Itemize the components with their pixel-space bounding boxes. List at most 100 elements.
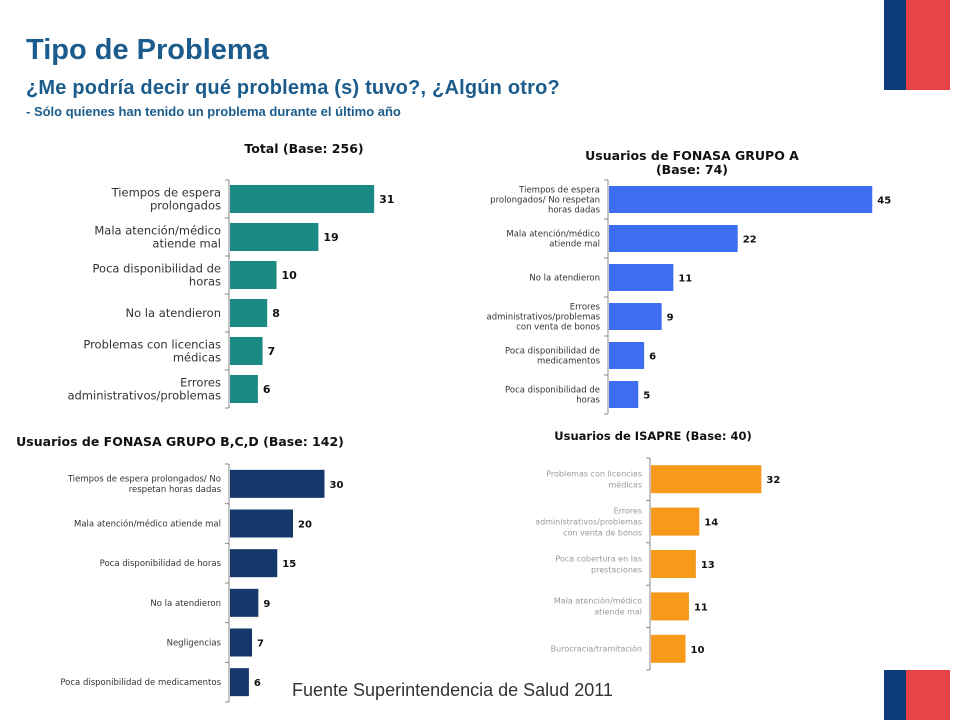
bar: [609, 342, 645, 369]
category-label: Problemas con licencias: [83, 338, 221, 352]
category-label: horas: [576, 395, 600, 405]
data-label: 6: [254, 678, 261, 689]
bar: [609, 303, 662, 330]
category-label: medicamentos: [537, 356, 601, 366]
base-note: - Sólo quienes han tenido un problema du…: [26, 104, 401, 119]
bar: [230, 469, 325, 498]
data-label: 9: [263, 599, 270, 610]
category-label: respetan horas dadas: [129, 485, 222, 495]
category-label: atiende mal: [594, 608, 642, 617]
category-label: Errores: [570, 302, 601, 312]
category-label: Problemas con licencias: [546, 470, 642, 479]
flag-red-stripe: [905, 670, 950, 720]
category-label: Tiempos de espera prolongados/ No: [67, 475, 221, 485]
flag-blue-stripe: [884, 670, 906, 720]
data-label: 7: [268, 345, 276, 358]
bar: [609, 225, 738, 252]
category-label: Poca disponibilidad de: [93, 262, 221, 276]
data-label: 14: [704, 518, 718, 529]
bar: [230, 261, 277, 289]
data-label: 15: [282, 559, 296, 570]
flag-blue-stripe: [884, 0, 906, 90]
data-label: 6: [649, 352, 656, 363]
category-label: médicas: [173, 351, 221, 365]
data-label: 11: [678, 274, 692, 285]
data-label: 30: [330, 480, 344, 491]
flag-logo-top: [884, 0, 950, 90]
bar: [609, 264, 674, 291]
category-label: Poca disponibilidad de medicamentos: [60, 678, 221, 688]
category-label: médicas: [609, 480, 642, 490]
chart-title: Total (Base: 256): [244, 141, 363, 156]
bar: [230, 668, 249, 697]
category-label: Mala atención/médico atiende mal: [74, 518, 221, 529]
category-label: Poca disponibilidad de: [505, 385, 600, 395]
data-label: 9: [667, 313, 674, 324]
category-label: No la atendieron: [126, 306, 221, 320]
chart-title: Usuarios de FONASA GRUPO A: [585, 148, 799, 163]
bar: [230, 185, 375, 213]
category-label: Errores: [180, 376, 221, 390]
data-label: 8: [272, 307, 280, 320]
bar: [651, 592, 689, 621]
category-label: con venta de bonos: [516, 322, 600, 332]
category-label: prolongados/ No respetan: [490, 195, 600, 205]
category-label: Burocracia/tramitación: [551, 644, 642, 654]
bar: [230, 588, 259, 617]
data-label: 31: [379, 193, 394, 206]
data-label: 10: [691, 645, 705, 656]
chart-title: (Base: 74): [656, 162, 728, 177]
chart-title: Usuarios de ISAPRE (Base: 40): [554, 429, 751, 443]
category-label: Mala atención/médico: [94, 224, 221, 238]
data-label: 13: [701, 560, 715, 571]
bar: [230, 375, 258, 403]
category-label: con venta de bonos: [563, 528, 642, 537]
source-note: Fuente Superintendencia de Salud 2011: [292, 680, 613, 700]
flag-red-stripe: [905, 0, 950, 90]
data-label: 45: [877, 196, 891, 207]
bar: [230, 223, 319, 251]
chart-title: Usuarios de FONASA GRUPO B,C,D (Base: 14…: [16, 434, 344, 449]
flag-logo-bottom: [884, 670, 950, 720]
bar: [609, 186, 873, 213]
category-label: atiende mal: [152, 237, 221, 251]
bar: [651, 634, 686, 663]
data-label: 6: [263, 383, 271, 396]
category-label: atiende mal: [549, 239, 600, 249]
bar: [230, 509, 293, 538]
category-label: Mala atención/médico: [506, 228, 600, 239]
category-label: Poca disponibilidad de horas: [100, 559, 222, 569]
bar: [230, 549, 278, 578]
category-label: administrativos/problemas: [67, 389, 221, 403]
category-label: No la atendieron: [150, 599, 221, 609]
data-label: 11: [694, 602, 708, 613]
category-label: horas: [189, 275, 221, 289]
data-label: 5: [643, 391, 650, 402]
bar: [609, 381, 639, 408]
page-title: Tipo de Problema: [26, 34, 269, 66]
bar: [651, 507, 700, 536]
bar: [230, 628, 253, 657]
data-label: 20: [298, 520, 312, 531]
bar: [651, 550, 696, 578]
category-label: horas dadas: [548, 205, 601, 215]
data-label: 10: [282, 269, 298, 282]
category-label: prolongados: [150, 199, 221, 213]
survey-question: ¿Me podría decir qué problema (s) tuvo?,…: [26, 77, 560, 99]
category-label: administrativos/problemas: [535, 517, 642, 526]
category-label: Mala atención/médico: [554, 596, 642, 606]
category-label: Errores: [614, 506, 642, 515]
bar: [230, 299, 268, 327]
category-label: Tiempos de espera: [111, 186, 221, 200]
category-label: Negligencias: [167, 638, 222, 648]
category-label: administrativos/problemas: [487, 312, 601, 322]
bar: [230, 337, 263, 365]
data-label: 7: [257, 639, 264, 650]
data-label: 32: [766, 475, 780, 486]
category-label: Poca disponibilidad de: [505, 346, 600, 356]
category-label: prestaciones: [591, 565, 642, 574]
